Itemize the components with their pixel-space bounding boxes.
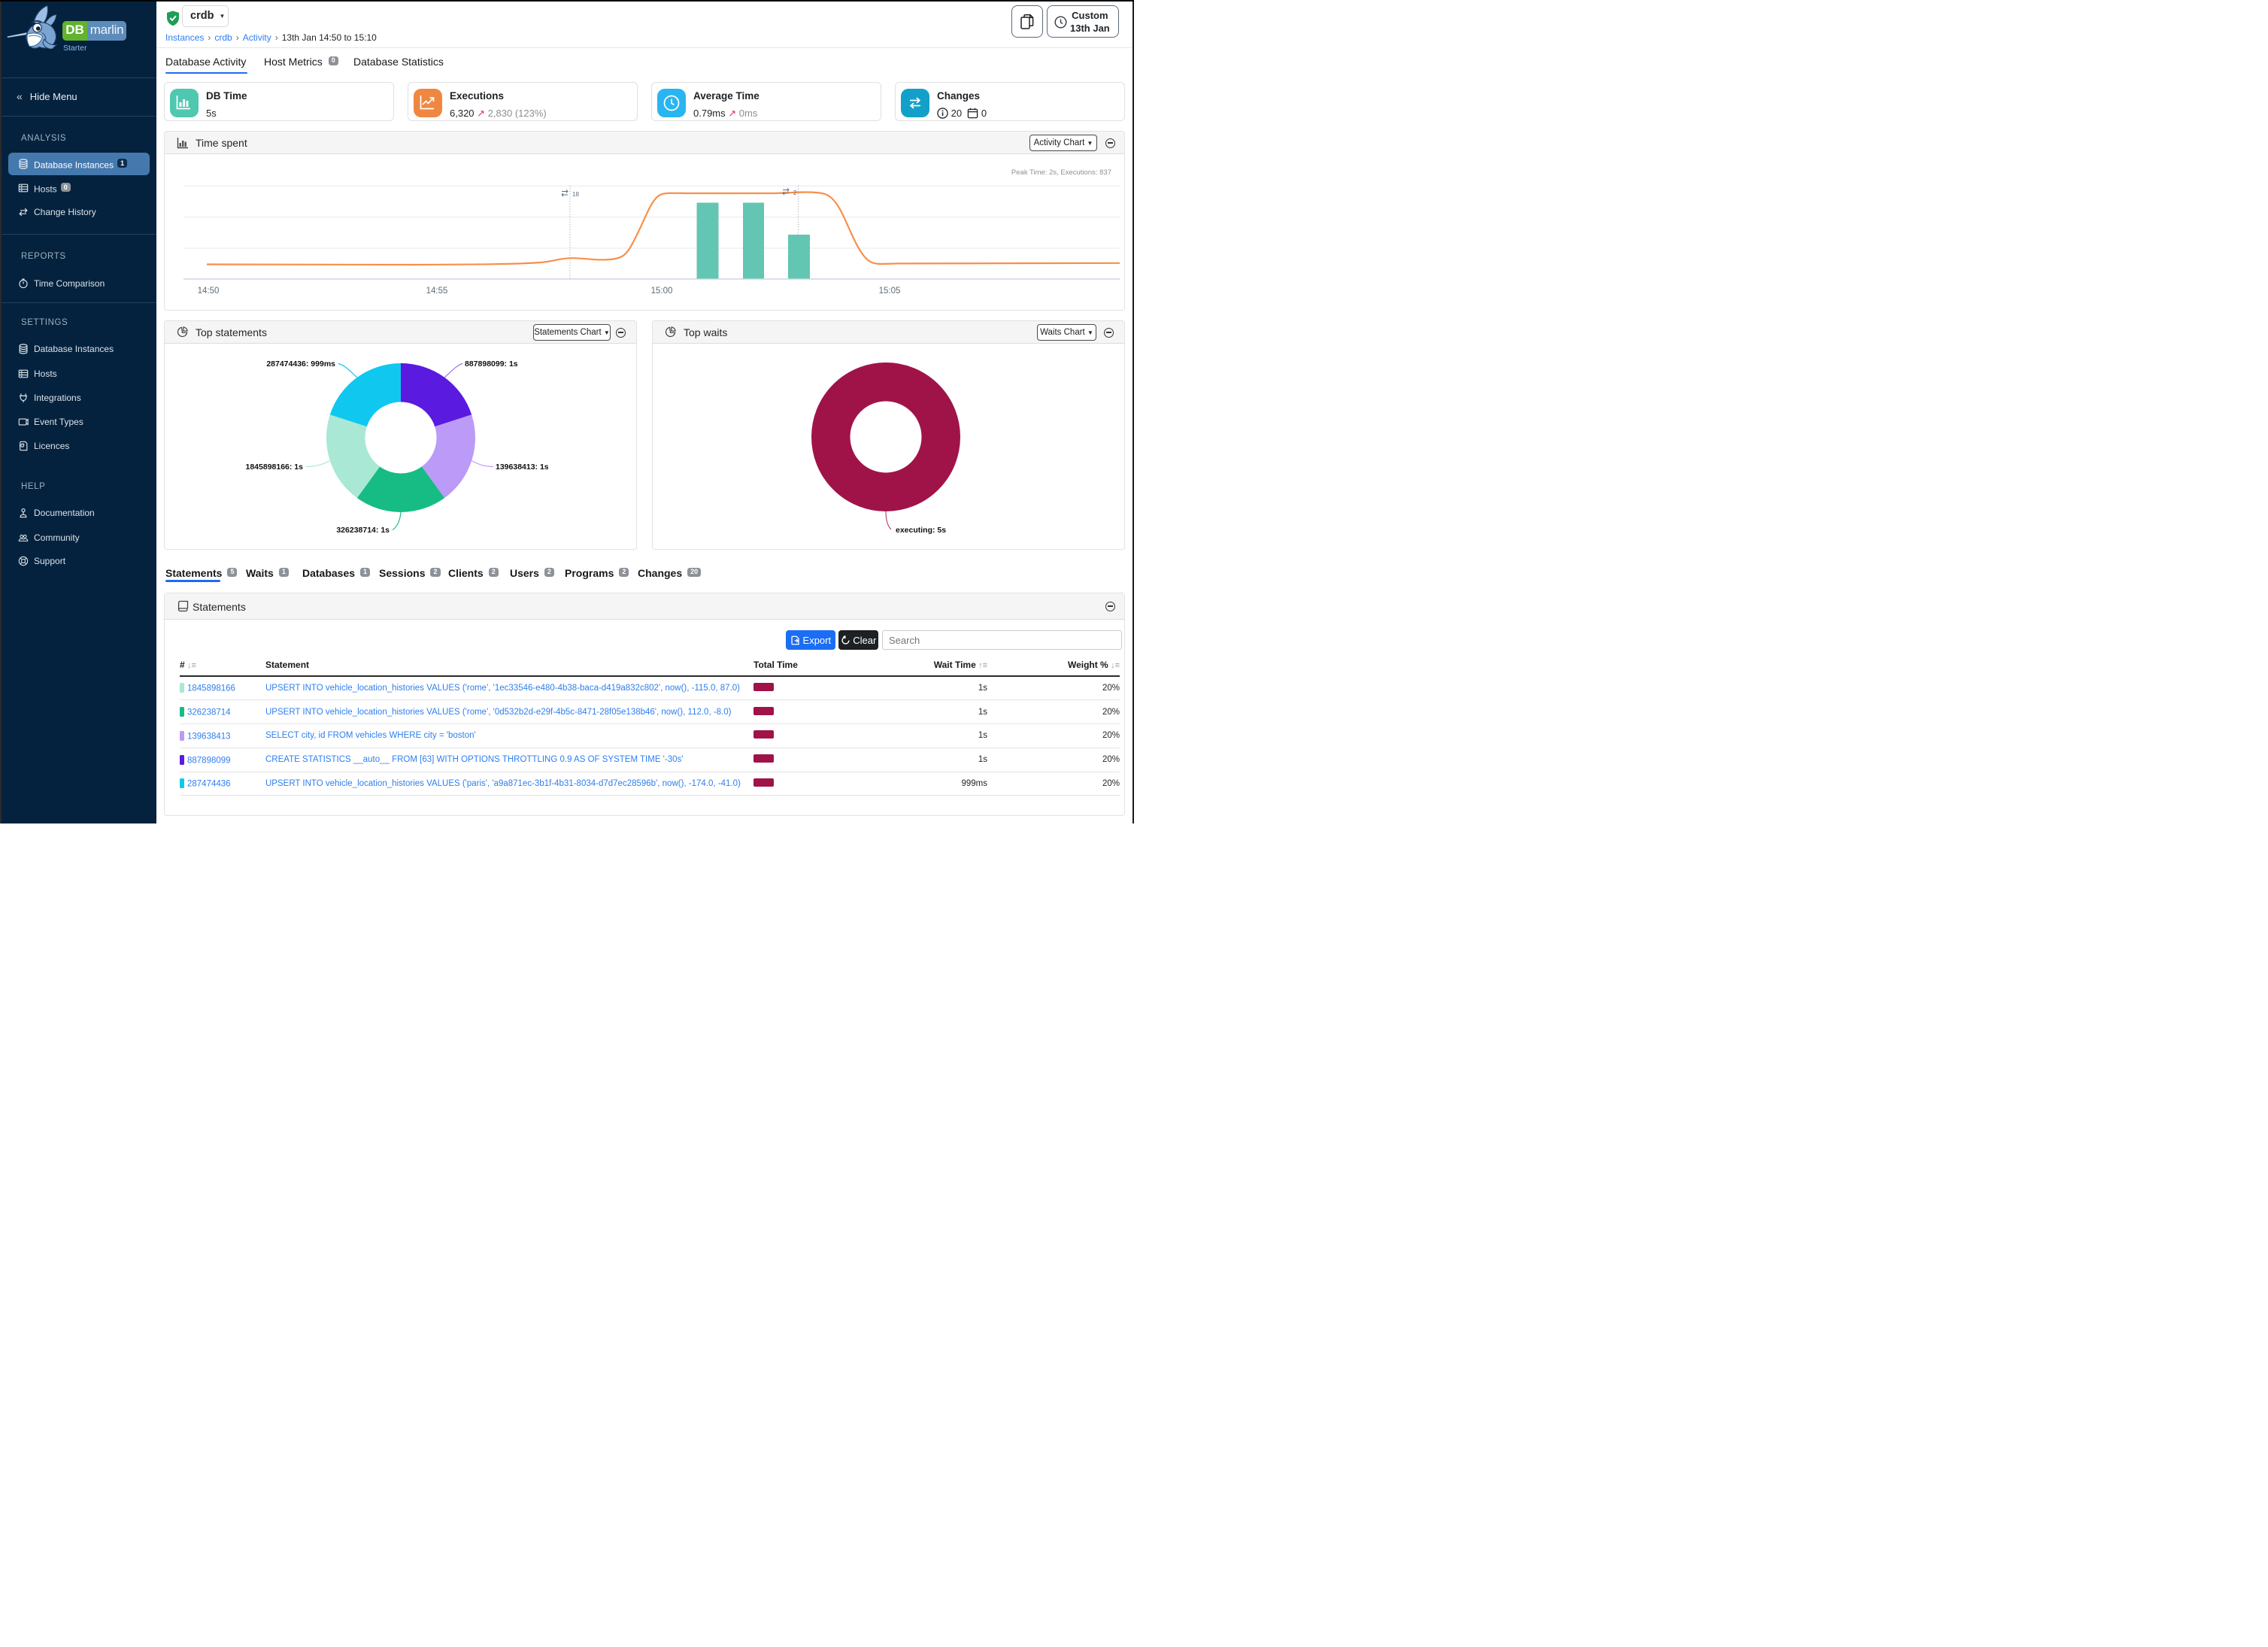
svg-text:executing: 5s: executing: 5s bbox=[896, 526, 946, 535]
svg-text:15:00: 15:00 bbox=[651, 287, 673, 296]
svg-text:2: 2 bbox=[793, 190, 797, 196]
svg-text:14:50: 14:50 bbox=[198, 287, 220, 296]
svg-text:287474436: 999ms: 287474436: 999ms bbox=[266, 359, 335, 369]
svg-text:15:05: 15:05 bbox=[879, 287, 901, 296]
svg-text:14:55: 14:55 bbox=[426, 287, 448, 296]
svg-text:1845898166: 1s: 1845898166: 1s bbox=[246, 463, 304, 472]
svg-text:18: 18 bbox=[572, 191, 579, 198]
svg-text:887898099: 1s: 887898099: 1s bbox=[465, 359, 518, 369]
svg-text:326238714: 1s: 326238714: 1s bbox=[336, 526, 390, 535]
svg-text:139638413: 1s: 139638413: 1s bbox=[496, 463, 549, 472]
svg-text:Peak Time: 2s, Executions: 837: Peak Time: 2s, Executions: 837 bbox=[1011, 168, 1111, 177]
